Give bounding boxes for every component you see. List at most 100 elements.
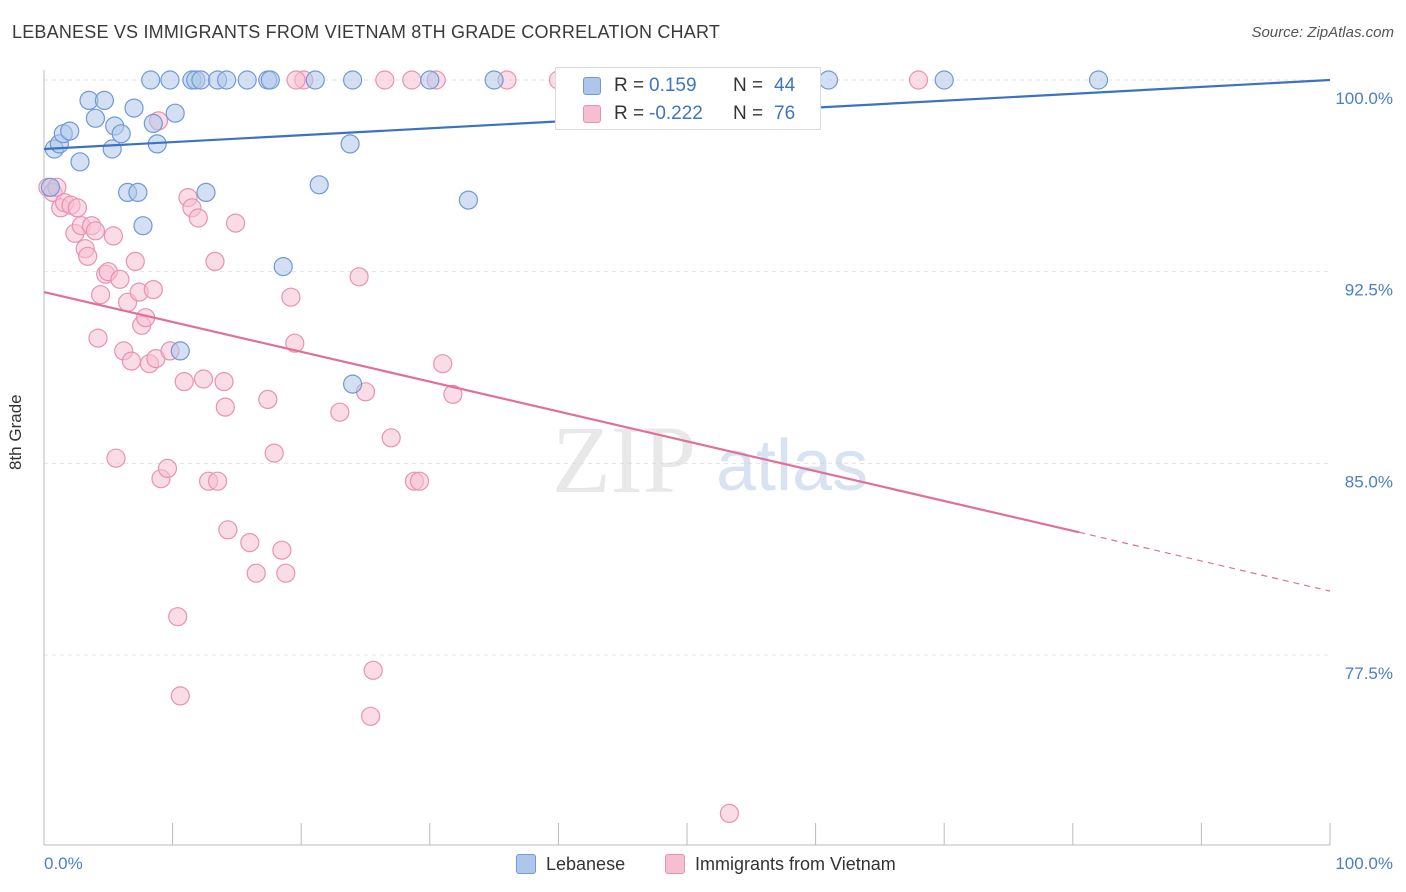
- point-vietnam-12: [85, 221, 106, 241]
- point-vietnam-10: [78, 246, 98, 266]
- axes-layer: [43, 70, 1331, 846]
- point-vietnam-68: [433, 354, 453, 374]
- vietnam-swatch: [583, 105, 601, 123]
- n-label: N =: [733, 103, 764, 124]
- point-lebanese-26: [217, 70, 237, 90]
- point-vietnam-72: [719, 803, 740, 824]
- point-lebanese-31: [305, 70, 325, 90]
- point-vietnam-40: [193, 369, 214, 389]
- point-lebanese-27: [237, 70, 257, 90]
- point-vietnam-52: [272, 540, 292, 560]
- point-lebanese-19: [160, 70, 180, 90]
- point-vietnam-69: [443, 384, 463, 404]
- series-legend: Lebanese Immigrants from Vietnam: [0, 852, 1406, 878]
- point-lebanese-33: [343, 70, 363, 90]
- r-label: R =: [614, 103, 645, 124]
- point-vietnam-64: [402, 70, 422, 90]
- point-vietnam-36: [174, 372, 194, 392]
- point-vietnam-55: [285, 333, 305, 353]
- point-lebanese-34: [170, 341, 190, 361]
- point-lebanese-5: [70, 152, 90, 172]
- stats-legend-row-lebanese: R = 0.159 N = 44: [556, 73, 820, 99]
- grid-layer: [44, 79, 1330, 656]
- point-lebanese-0: [40, 177, 61, 197]
- point-vietnam-45: [215, 397, 235, 417]
- watermark-zip: ZIP: [552, 406, 696, 513]
- point-lebanese-14: [128, 182, 148, 202]
- trendline-vietnam: [43, 291, 1080, 534]
- point-vietnam-49: [246, 563, 266, 583]
- point-vietnam-50: [258, 389, 278, 409]
- point-vietnam-39: [188, 208, 208, 228]
- point-vietnam-35: [170, 686, 190, 706]
- point-lebanese-8: [94, 90, 115, 111]
- point-vietnam-34: [168, 607, 188, 627]
- y-tick-label-0: 100.0%: [1335, 89, 1393, 108]
- point-vietnam-58: [349, 267, 369, 287]
- legend-label-vietnam: Immigrants from Vietnam: [695, 853, 896, 874]
- point-lebanese-23: [191, 70, 211, 90]
- trend-layer: [43, 78, 1331, 592]
- point-vietnam-32: [157, 458, 178, 478]
- watermark: ZIP atlas: [552, 406, 868, 513]
- n-value-vietnam: 76: [774, 103, 796, 124]
- point-vietnam-62: [375, 70, 395, 90]
- r-label: R =: [614, 75, 645, 96]
- legend-item-vietnam[interactable]: Immigrants from Vietnam: [665, 852, 896, 876]
- point-vietnam-63: [381, 428, 401, 448]
- point-lebanese-32: [309, 175, 329, 195]
- point-vietnam-17: [103, 226, 124, 246]
- point-vietnam-13: [88, 328, 108, 348]
- point-vietnam-18: [106, 448, 126, 468]
- point-vietnam-66: [409, 471, 430, 491]
- point-vietnam-46: [218, 520, 238, 540]
- legend-item-lebanese[interactable]: Lebanese: [516, 852, 625, 876]
- y-tick-label-1: 92.5%: [1345, 281, 1393, 300]
- point-vietnam-7: [67, 198, 88, 218]
- point-lebanese-20: [165, 103, 185, 123]
- point-vietnam-48: [240, 532, 260, 553]
- y-tick-label-3: 77.5%: [1345, 664, 1393, 683]
- point-lebanese-30: [273, 257, 293, 277]
- tick-label-layer: 100.0% 92.5% 85.0% 77.5% 0.0% 100.0%: [44, 89, 1393, 873]
- stats-legend-row-vietnam: R = -0.222 N = 76: [556, 101, 820, 127]
- point-vietnam-57: [330, 402, 350, 422]
- point-lebanese-24: [196, 182, 216, 202]
- y-tick-label-2: 85.0%: [1345, 472, 1393, 491]
- n-label: N =: [733, 75, 764, 96]
- point-lebanese-16: [141, 70, 161, 90]
- x-tick-label-0: 0.0%: [44, 854, 83, 873]
- x-tick-label-1: 100.0%: [1335, 854, 1393, 873]
- chart-source: Source: ZipAtlas.com: [1251, 24, 1394, 41]
- point-vietnam-51: [264, 443, 284, 463]
- point-lebanese-38: [458, 190, 478, 210]
- point-vietnam-54: [281, 287, 301, 307]
- chart-title: LEBANESE VS IMMIGRANTS FROM VIETNAM 8TH …: [12, 22, 721, 42]
- point-lebanese-35: [340, 134, 360, 154]
- point-vietnam-61: [363, 660, 383, 680]
- series-lebanese: [40, 70, 1109, 394]
- point-vietnam-53: [276, 563, 296, 583]
- point-vietnam-19: [110, 269, 130, 289]
- point-lebanese-13: [124, 98, 144, 118]
- point-vietnam-23: [125, 251, 145, 271]
- legend-swatch-vietnam: [665, 854, 685, 874]
- point-vietnam-42: [205, 251, 225, 271]
- point-lebanese-43: [1088, 70, 1109, 90]
- point-lebanese-42: [934, 70, 954, 90]
- r-value-lebanese: 0.159: [649, 75, 697, 96]
- point-vietnam-14: [90, 285, 111, 305]
- point-vietnam-43: [208, 471, 228, 491]
- point-lebanese-41: [818, 70, 839, 90]
- point-lebanese-15: [133, 216, 153, 236]
- point-lebanese-7: [85, 108, 106, 128]
- point-lebanese-4: [60, 121, 80, 141]
- r-value-vietnam: -0.222: [649, 103, 703, 124]
- trendline-extension-vietnam: [1079, 531, 1331, 592]
- point-vietnam-60: [361, 706, 381, 726]
- point-vietnam-22: [121, 351, 141, 371]
- point-vietnam-47: [226, 213, 246, 233]
- point-lebanese-37: [420, 70, 440, 90]
- point-lebanese-17: [143, 113, 163, 134]
